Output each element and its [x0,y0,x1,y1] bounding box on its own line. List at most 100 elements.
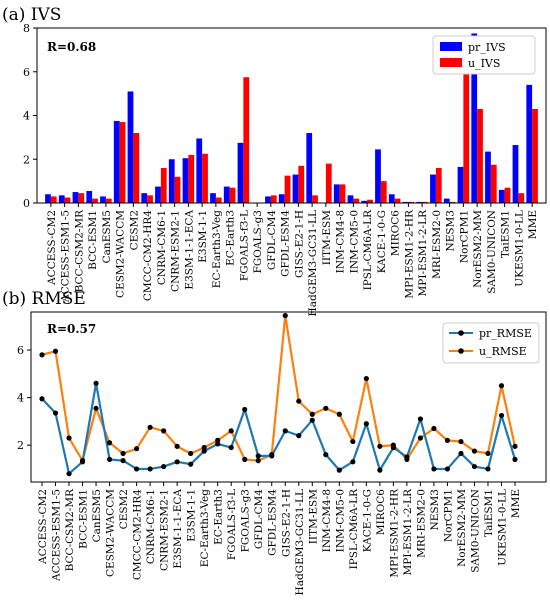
bar-marks [45,33,538,204]
x-tick-label-inm-cm4-8: INM-CM4-8 [321,489,333,552]
point-pr-rmse-canesm5 [93,380,99,386]
x-tick-label-access-cm2: ACCESS-CM2 [46,210,58,286]
point-u-rmse-kace-1-0-g [363,375,369,382]
x-tick-label-mme: MME [510,489,522,518]
point-pr-rmse-norcpm1 [444,466,451,472]
bar-pr-ivs-ec-earth3-veg [210,193,216,203]
bar-pr-ivs-hadgem3-gc31-ll [306,133,313,203]
correlation-annotation-ivs: R=0.68 [47,40,96,54]
x-tick-label-norcpm1: NorCPM1 [442,489,454,542]
point-u-rmse-access-cm2 [39,352,45,358]
point-u-rmse-ipsl-cm6a-lr [350,438,356,445]
bar-pr-ivs-ipsl-cm6a-lr [361,200,368,203]
bar-pr-ivs-mpi-esm1-2-lr [416,201,423,203]
x-axis-ivs: ACCESS-CM2 ACCESS-ESM1-5 BCC-CSM2-MR BCC-ES… [46,203,539,316]
bar-u-ivs-e3sm-1-1 [202,153,208,203]
point-pr-rmse-ec-earth3-veg [201,448,207,454]
point-pr-rmse-hadgem3-gc31-ll [296,433,302,439]
bar-u-ivs-gfdl-cm4 [270,195,277,203]
plot-frame-rmse [30,311,547,483]
x-tick-label-giss-e2-1-h: GISS-E2-1-H [280,489,292,557]
panel-label-rmse: (b) RMSE [2,289,86,309]
point-u-rmse-fgoals-f3-l [228,428,234,434]
x-tick-label-kace-1-0-g: KACE-1-0-G [361,489,373,552]
point-pr-rmse-nesm3 [431,466,437,472]
x-tick-label-sam0-unicon: SAM0-UNICON [469,489,481,573]
bar-pr-ivs-mri-esm2-0 [430,174,436,203]
x-tick-label-bcc-esm1: BCC-ESM1 [78,489,90,549]
point-u-rmse-ukesm1-0-ll [498,383,505,389]
bar-pr-ivs-taiesm1 [498,189,505,204]
point-pr-rmse-mme [512,456,518,463]
bar-pr-ivs-cnrm-cm6-1 [155,186,161,203]
x-tick-label-mri-esm2-0: MRI-ESM2-0 [431,210,443,279]
bar-pr-ivs-ec-earth3 [223,186,230,203]
bar-pr-ivs-e3sm-1-1-eca [182,158,189,203]
series-line-pr-rmse [41,382,517,475]
x-tick-label-gfdl-cm4: GFDL-CM4 [253,489,265,549]
bar-pr-ivs-cnrm-esm2-1 [168,159,175,203]
x-tick-label-giss-e2-1-h: GISS-E2-1-H [293,210,305,278]
x-tick-label-mpi-esm1-2-lr: MPI-ESM1-2-LR [402,488,414,576]
bar-u-ivs-hadgem3-gc31-ll [312,195,318,203]
point-pr-rmse-kace-1-0-g [363,421,369,427]
point-u-rmse-cesm2 [120,450,126,457]
x-tick-label-ec-earth3: EC-Earth3 [213,489,225,545]
x-tick-label-sam0-unicon: SAM0-UNICON [486,210,498,294]
bar-u-ivs-inm-cm4-8 [339,184,346,203]
bar-pr-ivs-cmcc-cm2-hr4 [141,193,148,203]
point-pr-rmse-ipsl-cm6a-lr [350,459,356,465]
bar-u-ivs-noresm2-mm [477,108,483,203]
x-tick-label-taiesm1: TaiESM1 [483,489,495,537]
bar-u-ivs-inm-cm5-0 [353,198,360,204]
x-tick-label-ipsl-cm6a-lr: IPSL-CM6A-LR [348,488,360,569]
point-pr-rmse-mri-esm2-0 [417,416,423,422]
point-pr-rmse-noresm2-mm [458,450,464,457]
x-tick-label-bcc-esm1: BCC-ESM1 [87,210,99,270]
legend-swatch-pr-ivs [440,42,462,51]
bar-u-ivs-ipsl-cm6a-lr [367,199,373,203]
bar-pr-ivs-bcc-esm1 [86,190,93,203]
legend-ivs: pr_IVS u_IVS [432,35,536,75]
bar-pr-ivs-inm-cm5-0 [347,195,354,203]
point-u-rmse-miroc6 [377,443,383,449]
x-tick-label-cesm2-waccm: CESM2-WACCM [115,210,127,298]
x-tick-label-canesm5: CanESM5 [91,489,103,542]
point-pr-rmse-ec-earth3 [215,441,221,447]
panel-rmse: (b) RMSE R=0.57 2 4 6 ACCESS-CM2 ACCESS-ESM… [2,289,547,595]
bar-pr-ivs-cesm2 [127,91,134,203]
y-axis-rmse: 2 4 6 [17,344,31,452]
x-tick-label-ipsl-cm6a-lr: IPSL-CM6A-LR [362,209,374,290]
panel-ivs: (a) IVS R=0.68 0 2 4 6 8 ACCESS-CM2 ACCESS-ES… [2,5,547,316]
x-tick-label-noresm2-mm: NorESM2-MM [472,210,484,288]
bar-u-ivs-norcpm1 [463,70,470,203]
bar-u-ivs-kace-1-0-g [380,181,387,204]
x-tick-label-hadgem3-gc31-ll: HadGEM3-GC31-LL [307,210,319,316]
x-tick-label-inm-cm5-0: INM-CM5-0 [348,210,360,273]
point-pr-rmse-fgoals-f3-l [228,444,234,451]
x-tick-label-cnrm-esm2-1: CNRM-ESM2-1 [159,489,171,571]
bar-pr-ivs-gfdl-esm4 [278,194,285,203]
bar-pr-ivs-inm-cm4-8 [333,184,340,203]
point-pr-rmse-fgoals-g3 [242,406,248,413]
x-tick-label-cnrm-esm2-1: CNRM-ESM2-1 [170,210,182,292]
panel-label-ivs: (a) IVS [2,5,61,25]
x-tick-label-kace-1-0-g: KACE-1-0-G [376,210,388,273]
x-tick-label-cmcc-cm2-hr4: CMCC-CM2-HR4 [142,210,154,301]
point-u-rmse-e3sm-1-1 [188,450,194,457]
x-tick-label-miroc6: MIROC6 [375,489,387,535]
point-pr-rmse-access-cm2 [39,396,45,402]
x-tick-label-ec-earth3-veg: EC-Earth3-Veg [199,489,211,567]
x-tick-label-inm-cm5-0: INM-CM5-0 [334,489,346,552]
legend-label-pr-ivs: pr_IVS [468,41,506,54]
x-tick-label-access-esm1-5: ACCESS-ESM1-5 [60,210,72,303]
x-tick-label-cesm2: CESM2 [118,489,130,529]
point-pr-rmse-inm-cm5-0 [336,467,342,473]
x-tick-label-cesm2: CESM2 [128,210,140,250]
x-tick-label-noresm2-mm: NorESM2-MM [456,489,468,567]
legend-marker-pr-rmse [458,330,464,336]
y-tick-label: 4 [17,392,24,405]
point-u-rmse-canesm5 [93,405,99,411]
point-u-rmse-hadgem3-gc31-ll [296,398,302,404]
